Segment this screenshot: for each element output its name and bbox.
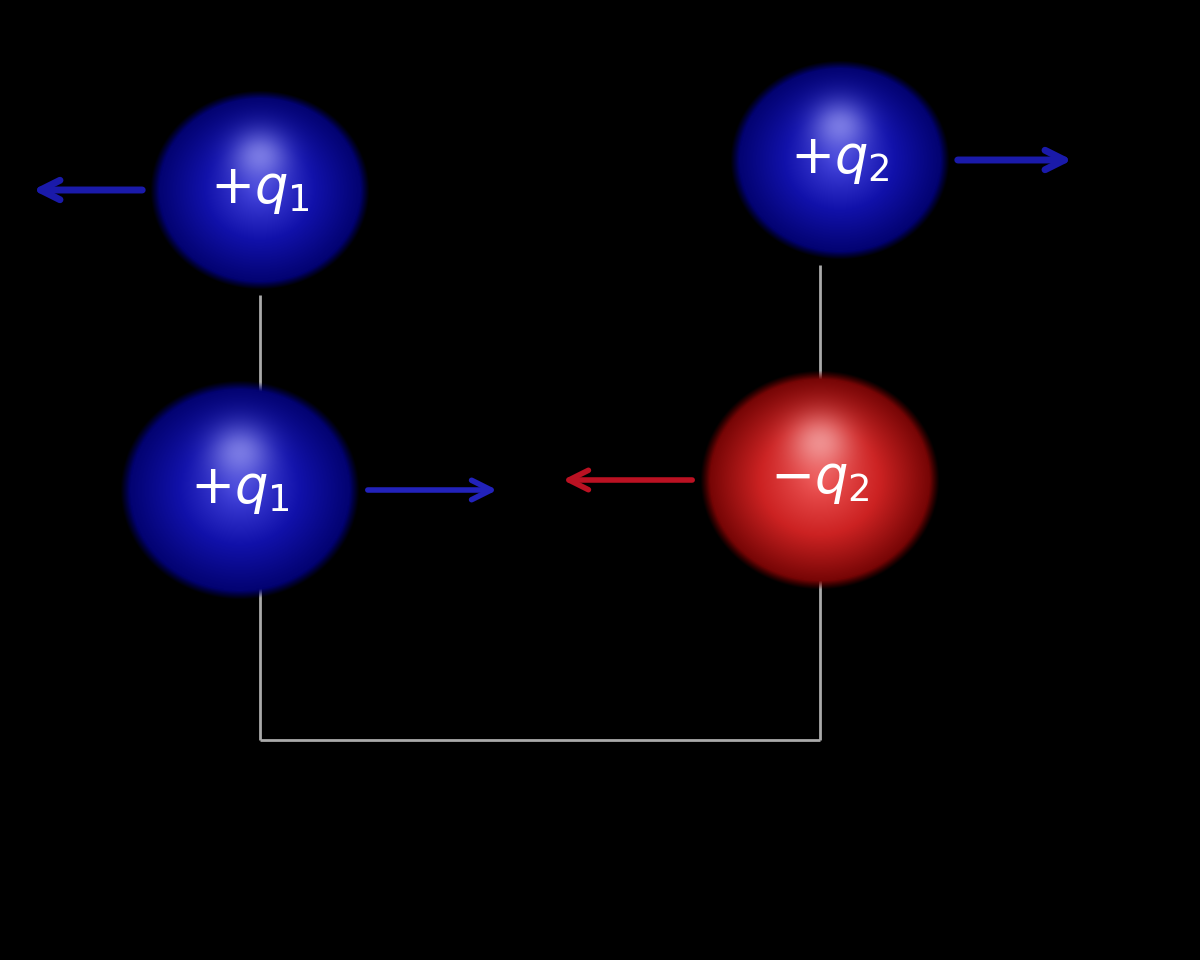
Text: $+q_1$: $+q_1$: [210, 164, 310, 215]
Text: $-q_2$: $-q_2$: [770, 454, 870, 506]
Text: $+q_2$: $+q_2$: [791, 134, 889, 185]
Text: $+q_1$: $+q_1$: [190, 465, 290, 516]
